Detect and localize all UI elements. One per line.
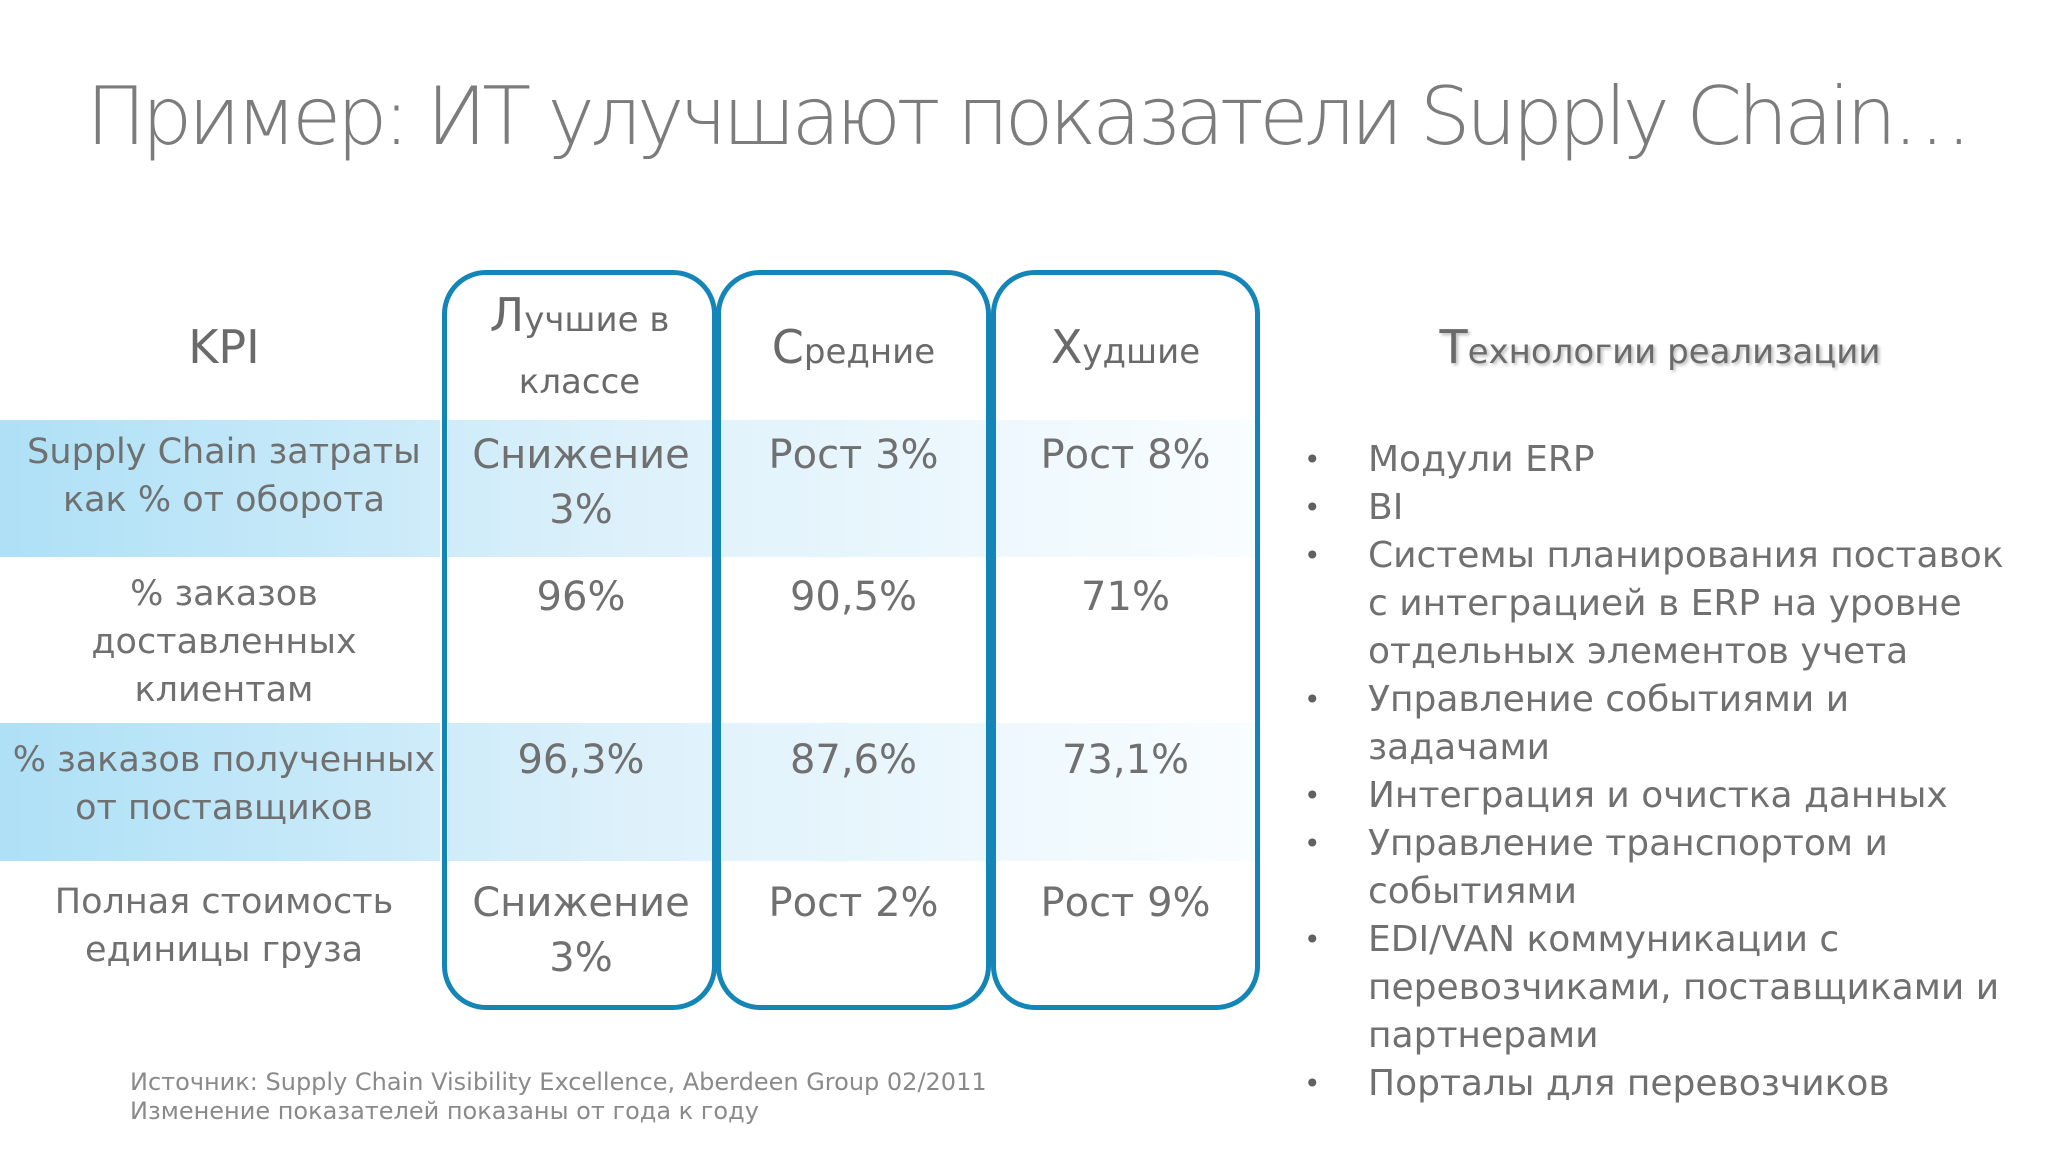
cell-average-row2: 90,5% — [789, 574, 918, 620]
column-frame-worst — [991, 270, 1260, 1010]
change-note-line: Изменение показателей показаны от года к… — [130, 1097, 759, 1125]
bullet-icon: • — [1304, 923, 1321, 956]
technologies-heading: Технологии реализации — [1439, 320, 1881, 374]
list-item: • Интеграция и очистка данных — [1300, 772, 2020, 820]
list-item: • EDI/VAN коммуникации с перевозчиками, п… — [1300, 916, 2020, 1060]
cell-worst-row2: 71% — [1081, 574, 1170, 620]
list-item: • Системы планирования поставок с интегра… — [1300, 532, 2020, 676]
cell-average-row3: 87,6% — [789, 737, 918, 783]
kpi-label-unit-cost: Полная стоимость единицы груза — [54, 882, 394, 970]
column-frame-average — [716, 270, 991, 1010]
bullet-icon: • — [1304, 443, 1321, 476]
list-item: • Управление транспортом и событиями — [1300, 820, 2020, 916]
source-line: Источник: Supply Chain Visibility Excell… — [130, 1068, 987, 1096]
kpi-label-orders-delivered: % заказов доставленных клиентам — [91, 574, 357, 710]
technologies-list: • Модули ERP • BI • Системы планирования по… — [1300, 436, 2020, 1108]
cell-average-row1: Рост 3% — [768, 432, 939, 478]
list-item: • Модули ERP — [1300, 436, 2020, 484]
cell-best-row1: Снижение 3% — [472, 432, 690, 533]
row-band-3 — [0, 723, 1258, 861]
cell-best-row3: 96,3% — [517, 737, 645, 783]
list-item: • BI — [1300, 484, 2020, 532]
row-band-1 — [0, 420, 1258, 557]
bullet-icon: • — [1304, 683, 1321, 716]
list-item: • Управление событиями и задачами — [1300, 676, 2020, 772]
kpi-header-label: KPI — [188, 320, 260, 374]
column-frame-best — [442, 270, 717, 1010]
bullet-icon: • — [1304, 491, 1321, 524]
column-header-best: Лучшие в классе — [489, 288, 670, 402]
cell-best-row2: 96% — [536, 574, 626, 620]
bullet-icon: • — [1304, 539, 1321, 572]
cell-worst-row4: Рост 9% — [1040, 880, 1211, 926]
bullet-icon: • — [1304, 779, 1321, 812]
bullet-icon: • — [1304, 827, 1321, 860]
bullet-icon: • — [1304, 1067, 1321, 1100]
list-item: • Порталы для перевозчиков — [1300, 1060, 2020, 1108]
slide-title: Пример: ИТ улучшают показатели Supply Ch… — [86, 70, 1972, 163]
cell-worst-row1: Рост 8% — [1040, 432, 1211, 478]
column-header-worst: Худшие — [1050, 320, 1201, 374]
kpi-label-orders-received: % заказов полученных от поставщиков — [12, 740, 436, 828]
column-header-average: Средние — [771, 320, 936, 374]
cell-worst-row3: 73,1% — [1061, 737, 1190, 783]
kpi-label-supply-chain-costs: Supply Chain затраты как % от оборота — [27, 432, 421, 520]
source-note: Источник: Supply Chain Visibility Excell… — [130, 1068, 987, 1126]
cell-average-row4: Рост 2% — [768, 880, 939, 926]
cell-best-row4: Снижение 3% — [472, 880, 690, 981]
kpi-header: KPI — [0, 316, 448, 378]
